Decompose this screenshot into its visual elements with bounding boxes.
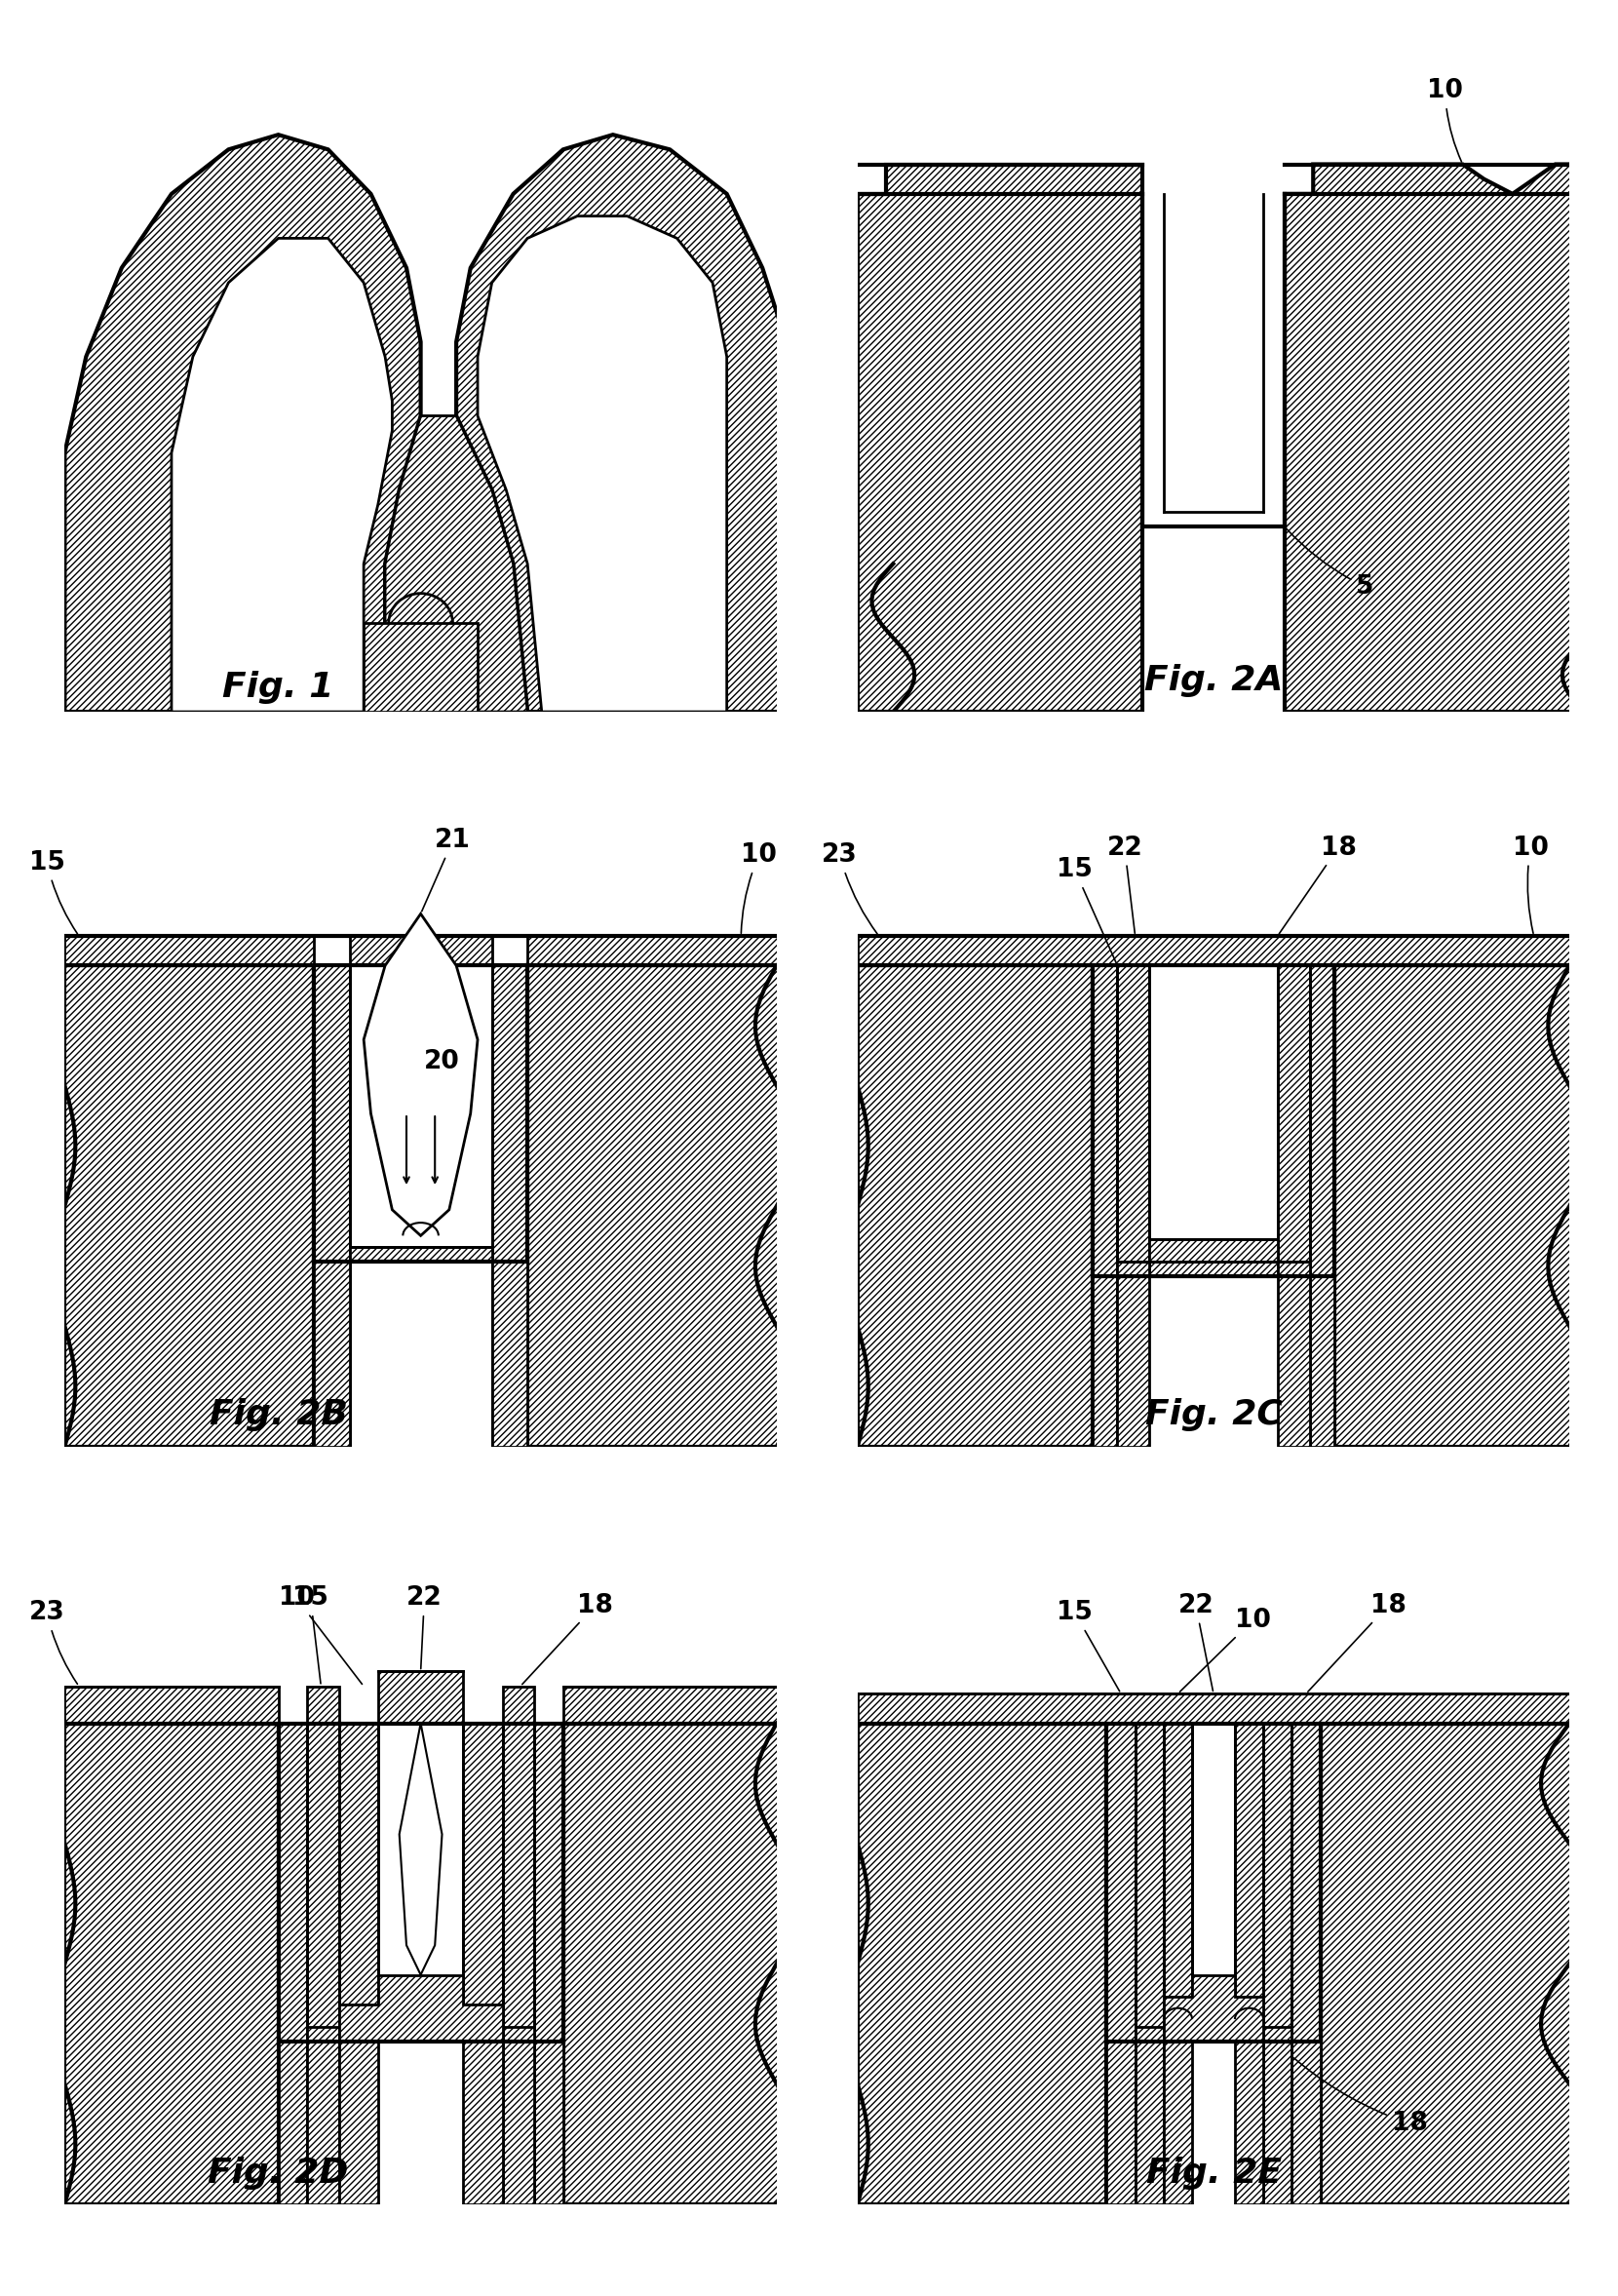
- Polygon shape: [1107, 2027, 1320, 2204]
- Polygon shape: [503, 1724, 534, 2204]
- Polygon shape: [65, 135, 421, 712]
- Text: 15: 15: [1057, 856, 1116, 962]
- Polygon shape: [1291, 1724, 1320, 2204]
- Polygon shape: [1163, 1724, 1192, 2204]
- Polygon shape: [385, 416, 527, 712]
- Polygon shape: [858, 967, 1092, 1446]
- Text: Fig. 1: Fig. 1: [223, 670, 333, 705]
- Text: 15: 15: [293, 1587, 328, 1683]
- Polygon shape: [563, 1724, 791, 2204]
- Text: 23: 23: [29, 1600, 78, 1683]
- Text: 22: 22: [406, 1587, 442, 1669]
- Text: 10: 10: [1180, 1607, 1270, 1692]
- Polygon shape: [1136, 1998, 1291, 2041]
- Text: 15: 15: [29, 850, 78, 934]
- Text: Fig. 2E: Fig. 2E: [1146, 2156, 1281, 2190]
- Text: 20: 20: [424, 1049, 460, 1075]
- Polygon shape: [1107, 1724, 1136, 2204]
- Polygon shape: [338, 1724, 379, 2204]
- Polygon shape: [1118, 967, 1149, 1446]
- Polygon shape: [858, 165, 1142, 712]
- Polygon shape: [1285, 165, 1584, 712]
- Polygon shape: [1278, 967, 1309, 1446]
- Polygon shape: [364, 914, 477, 1235]
- Text: Fig. 2A: Fig. 2A: [1144, 664, 1283, 698]
- Polygon shape: [278, 1724, 307, 2204]
- Text: Fig. 2B: Fig. 2B: [209, 1398, 348, 1433]
- Text: 10: 10: [278, 1587, 362, 1685]
- Polygon shape: [307, 1724, 338, 2204]
- Polygon shape: [1335, 967, 1584, 1446]
- Polygon shape: [314, 1247, 527, 1446]
- Polygon shape: [65, 1671, 791, 1724]
- Polygon shape: [534, 1724, 563, 2204]
- Polygon shape: [492, 967, 527, 1446]
- Text: 22: 22: [1178, 1593, 1214, 1692]
- Polygon shape: [1235, 1724, 1264, 2204]
- Polygon shape: [858, 1724, 1107, 2204]
- Polygon shape: [1092, 967, 1118, 1446]
- Text: 18: 18: [1280, 836, 1356, 934]
- Polygon shape: [1309, 967, 1335, 1446]
- Text: Fig. 2C: Fig. 2C: [1146, 1398, 1281, 1433]
- Polygon shape: [456, 135, 791, 712]
- Polygon shape: [278, 2027, 563, 2204]
- Polygon shape: [1320, 1724, 1584, 2204]
- Text: 10: 10: [741, 843, 777, 932]
- Text: 5: 5: [1286, 528, 1374, 599]
- Text: 10: 10: [1513, 836, 1548, 934]
- Polygon shape: [1163, 1975, 1264, 2041]
- Polygon shape: [1264, 1724, 1291, 2204]
- Text: 18: 18: [1307, 1593, 1406, 1692]
- Polygon shape: [65, 1724, 278, 2204]
- Text: 18: 18: [523, 1593, 613, 1685]
- Polygon shape: [1092, 1261, 1335, 1446]
- Text: 22: 22: [1107, 836, 1142, 932]
- Text: 18: 18: [1294, 2057, 1427, 2135]
- Polygon shape: [858, 1694, 1584, 1724]
- Polygon shape: [527, 967, 791, 1446]
- Polygon shape: [1118, 1240, 1309, 1277]
- Polygon shape: [65, 967, 314, 1446]
- Polygon shape: [172, 239, 392, 712]
- Polygon shape: [364, 622, 477, 712]
- Text: 15: 15: [1057, 1600, 1120, 1692]
- Text: 23: 23: [822, 843, 877, 934]
- Polygon shape: [477, 216, 726, 712]
- Polygon shape: [1136, 1724, 1163, 2204]
- Polygon shape: [463, 1724, 503, 2204]
- Text: Fig. 2D: Fig. 2D: [209, 2156, 348, 2190]
- Text: 10: 10: [1427, 78, 1463, 161]
- Polygon shape: [314, 967, 349, 1446]
- Text: 21: 21: [422, 829, 471, 912]
- Polygon shape: [307, 2004, 534, 2041]
- Polygon shape: [400, 1724, 442, 1975]
- Polygon shape: [338, 1975, 503, 2041]
- Polygon shape: [65, 937, 791, 967]
- Polygon shape: [858, 937, 1584, 967]
